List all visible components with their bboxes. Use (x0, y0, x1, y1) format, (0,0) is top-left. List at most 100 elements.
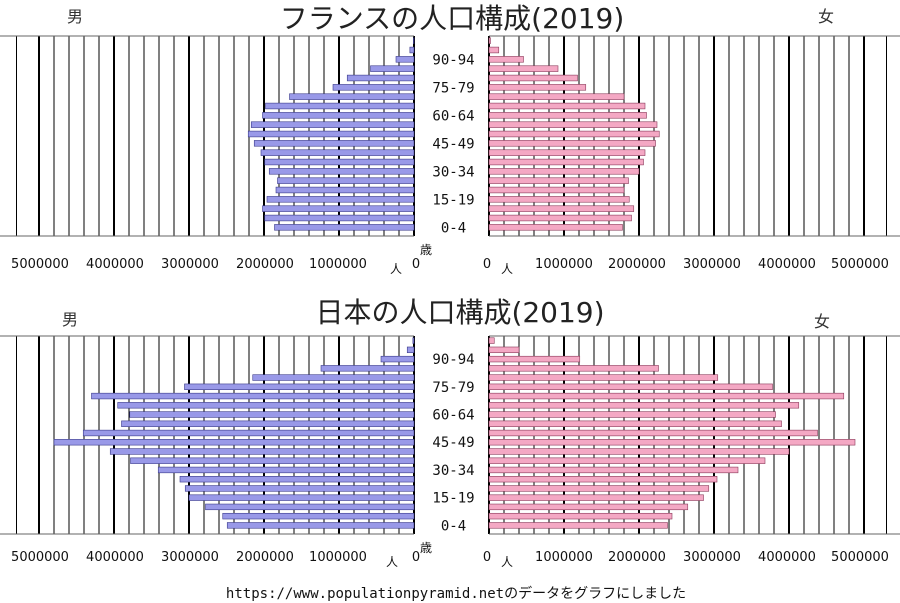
female-bar-95-99 (488, 346, 520, 354)
age-label: 30-34 (432, 164, 474, 180)
male-bar-85-89 (370, 65, 415, 72)
age-labels: 0-4 15-19 30-34 45-49 60-64 75-79 90-94 (432, 52, 474, 236)
age-label: 45-49 (432, 435, 474, 451)
male-bar-75-79 (332, 84, 415, 91)
male-bar-45-49 (53, 439, 415, 446)
tick-label: 2000000 (236, 550, 294, 565)
chart-title: 日本の人口構成(2019) (315, 296, 604, 329)
male-bar-10-14 (262, 205, 415, 212)
female-bar-25-29 (488, 177, 629, 184)
male-bar-30-34 (157, 466, 415, 474)
male-bar-0-4 (226, 522, 415, 529)
female-bar-50-54 (488, 429, 818, 437)
female-bar-100+ (488, 37, 491, 44)
male-bar-80-84 (346, 74, 415, 82)
female-bar-80-84 (488, 74, 578, 82)
male-bar-15-19 (266, 196, 415, 203)
female-bar-65-69 (488, 402, 800, 409)
tick-label: 4000000 (758, 257, 816, 272)
female-bar-15-19 (488, 196, 630, 203)
female-bar-90-94 (488, 56, 524, 63)
female-bar-0-4 (488, 224, 623, 231)
male-bar-40-44 (109, 448, 415, 455)
age-label: 0-4 (441, 220, 466, 236)
female-bar-40-44 (488, 448, 790, 455)
male-bar-5-9 (222, 512, 415, 520)
age-label: 15-19 (432, 491, 474, 507)
age-label: 75-79 (432, 80, 474, 96)
tick-label: 1000000 (535, 550, 593, 565)
tick-label: 2000000 (236, 257, 294, 272)
male-label: 男 (62, 310, 78, 329)
age-label: 75-79 (432, 380, 474, 396)
female-bar-75-79 (488, 84, 587, 91)
female-bar-5-9 (488, 214, 632, 222)
age-label: 60-64 (432, 108, 474, 124)
unit-label-right: 人 (501, 555, 513, 569)
female-bar-65-69 (488, 102, 646, 110)
male-bar-100+ (413, 37, 415, 44)
tick-label: 4000000 (86, 257, 144, 272)
age-label: 45-49 (432, 136, 474, 152)
female-bar-60-64 (488, 411, 776, 418)
female-bar-10-14 (488, 205, 635, 212)
age-label: 60-64 (432, 408, 474, 424)
male-bar-20-24 (275, 186, 415, 194)
female-bar-55-59 (488, 121, 658, 128)
male-bar-40-44 (260, 149, 415, 156)
male-bar-20-24 (184, 485, 415, 492)
male-bar-100+ (412, 337, 415, 344)
female-bar-85-89 (488, 365, 659, 372)
male-bar-95-99 (409, 46, 415, 54)
tick-label: 0 (483, 550, 491, 565)
female-bar-75-79 (488, 383, 773, 390)
bars (53, 337, 856, 529)
male-bar-35-39 (130, 457, 415, 464)
tick-label: 5000000 (11, 257, 69, 272)
tick-labels: 5000000 4000000 3000000 2000000 1000000 0 0 100… (11, 550, 889, 565)
female-bar-85-89 (488, 65, 559, 72)
male-bar-70-74 (91, 392, 415, 400)
tick-label: 4000000 (758, 550, 816, 565)
tick-label: 3000000 (161, 550, 219, 565)
male-bar-10-14 (205, 503, 415, 511)
tick-label: 0 (412, 257, 420, 272)
age-label: 90-94 (432, 352, 474, 368)
male-bar-75-79 (184, 383, 415, 390)
unit-label-left: 人 (386, 555, 398, 569)
unit-label-left: 人 (390, 262, 402, 276)
female-bar-60-64 (488, 112, 647, 119)
female-label: 女 (814, 312, 830, 331)
male-bar-0-4 (274, 224, 415, 231)
male-bar-25-29 (277, 177, 415, 184)
tick-label: 2000000 (608, 550, 666, 565)
female-bar-50-54 (488, 130, 660, 138)
male-label: 男 (67, 7, 83, 26)
male-bar-80-84 (252, 374, 415, 381)
female-bar-30-34 (488, 168, 640, 175)
male-bar-5-9 (264, 214, 415, 222)
female-bar-95-99 (488, 46, 500, 54)
male-bar-70-74 (289, 93, 415, 100)
tick-label: 1000000 (535, 257, 593, 272)
female-bar-35-39 (488, 457, 766, 464)
male-bar-65-69 (117, 402, 415, 409)
age-label: 0-4 (441, 518, 466, 534)
female-bar-100+ (488, 337, 495, 344)
tick-label: 3000000 (683, 550, 741, 565)
female-bar-35-39 (488, 158, 644, 166)
male-bar-55-59 (121, 420, 415, 427)
male-bar-65-69 (265, 102, 415, 110)
female-label: 女 (818, 7, 834, 26)
female-bar-45-49 (488, 140, 656, 147)
tick-label: 5000000 (831, 550, 889, 565)
male-bar-55-59 (250, 121, 415, 128)
tick-label: 3000000 (161, 257, 219, 272)
female-bar-70-74 (488, 93, 625, 100)
age-labels: 0-4 15-19 30-34 45-49 60-64 75-79 90-94 (432, 352, 474, 534)
female-bar-25-29 (488, 476, 718, 483)
male-bar-95-99 (406, 346, 415, 354)
female-bar-15-19 (488, 494, 704, 501)
tick-label: 1000000 (309, 550, 367, 565)
age-axis-label: 歳 (420, 243, 432, 257)
